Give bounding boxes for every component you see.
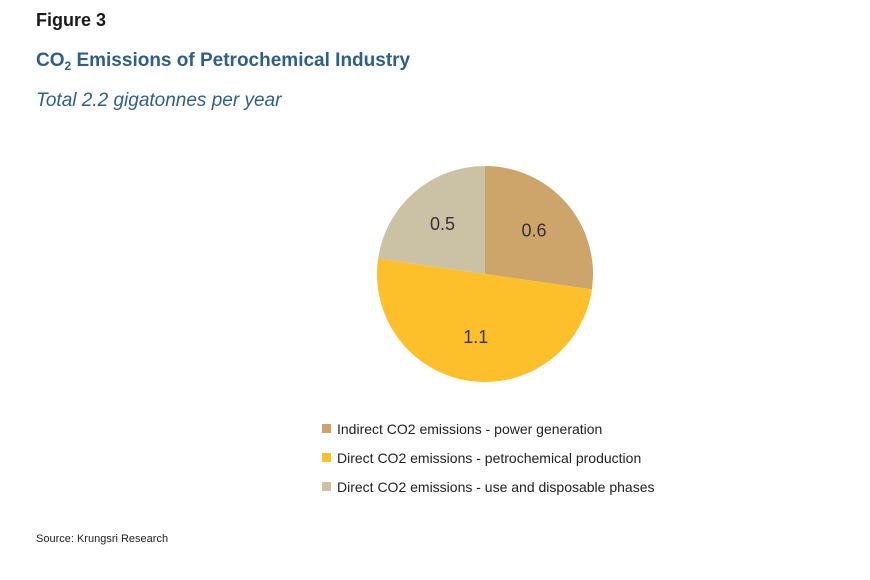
legend-swatch <box>322 424 331 433</box>
pie-slice-3 <box>378 166 485 274</box>
legend-swatch <box>322 482 331 491</box>
legend-item-1: Indirect CO2 emissions - power generatio… <box>322 414 655 443</box>
figure-label: Figure 3 <box>36 10 107 30</box>
title-suffix: Emissions of Petrochemical Industry <box>71 50 411 71</box>
pie-data-label-2: 1.1 <box>463 327 488 347</box>
pie-slice-2 <box>377 258 592 382</box>
legend-label: Direct CO2 emissions - use and disposabl… <box>337 478 655 495</box>
legend-swatch <box>322 453 331 462</box>
legend: Indirect CO2 emissions - power generatio… <box>322 414 655 501</box>
legend-item-2: Direct CO2 emissions - petrochemical pro… <box>322 443 655 472</box>
legend-item-3: Direct CO2 emissions - use and disposabl… <box>322 472 655 501</box>
legend-label: Indirect CO2 emissions - power generatio… <box>337 420 603 437</box>
pie-data-label-1: 0.6 <box>521 220 546 240</box>
pie-slice-1 <box>485 166 593 290</box>
chart-title: CO2 Emissions of Petrochemical Industry <box>36 50 410 73</box>
title-prefix: CO <box>36 50 65 71</box>
legend-label: Direct CO2 emissions - petrochemical pro… <box>337 449 642 466</box>
chart-subtitle: Total 2.2 gigatonnes per year <box>36 90 282 111</box>
pie-data-label-3: 0.5 <box>430 214 455 234</box>
source-note: Source: Krungsri Research <box>36 533 169 545</box>
title-subscript: 2 <box>64 59 72 73</box>
